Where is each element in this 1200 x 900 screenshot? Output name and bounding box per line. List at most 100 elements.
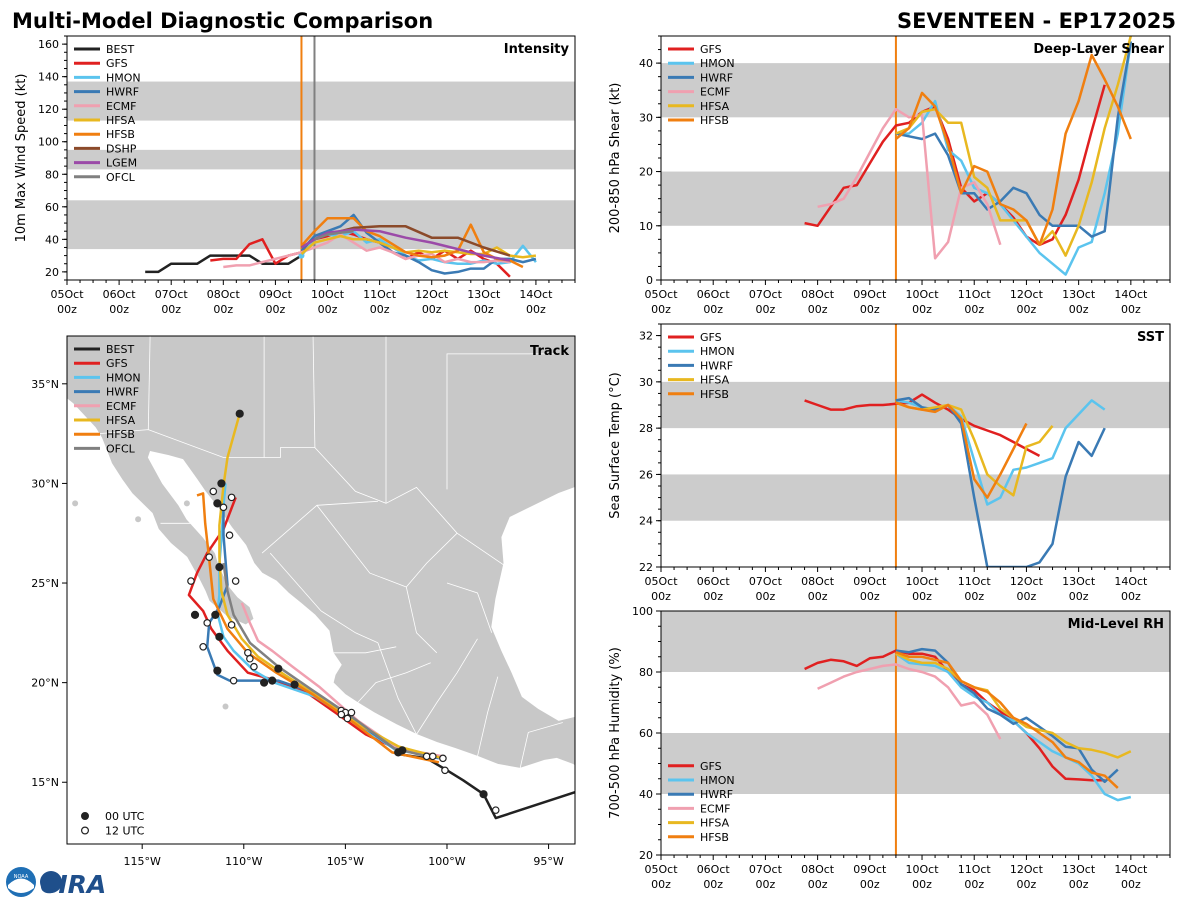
x-tick-label: 00z bbox=[109, 303, 129, 316]
y-tick-label: 20 bbox=[639, 166, 653, 179]
track-marker-12z bbox=[347, 708, 356, 717]
lon-tick-label: 95°W bbox=[533, 855, 563, 868]
x-tick-label: 00z bbox=[860, 590, 880, 603]
panel-title: Intensity bbox=[504, 42, 570, 57]
x-tick-label: 05Oct bbox=[50, 288, 84, 301]
track-marker-00z bbox=[190, 610, 200, 620]
series-line-ecmf bbox=[223, 233, 511, 269]
x-tick-label: 00z bbox=[526, 303, 546, 316]
y-tick-label: 40 bbox=[45, 233, 59, 246]
x-tick-label: 12Oct bbox=[1010, 575, 1044, 588]
legend-label: HWRF bbox=[700, 359, 733, 372]
track-marker-00z bbox=[215, 632, 224, 641]
x-tick-label: 10Oct bbox=[906, 863, 940, 876]
legend-label: ECMF bbox=[700, 86, 730, 99]
track-marker-00z bbox=[268, 676, 277, 685]
legend-label: HWRF bbox=[700, 788, 733, 801]
sst-panel: 22 24 26 28 30 32 05Oct 00z 06Oct 00z 07Oct 00z 08Oc… bbox=[608, 323, 1171, 603]
lon-tick-label: 105°W bbox=[327, 855, 364, 868]
series-line-hwrf bbox=[895, 41, 1133, 238]
track-marker-12z bbox=[250, 662, 258, 671]
x-tick-label: 11Oct bbox=[958, 288, 992, 301]
cira-logo: NOAA CIRA bbox=[6, 867, 106, 899]
track-line-hfsb bbox=[196, 492, 440, 764]
track-marker-00z bbox=[235, 409, 244, 418]
x-tick-label: 06Oct bbox=[103, 288, 137, 301]
x-tick-label: 00z bbox=[912, 303, 932, 316]
series-line-gfs bbox=[804, 393, 1041, 458]
track-marker-00z bbox=[213, 499, 222, 508]
legend-label: GFS bbox=[700, 760, 722, 773]
x-tick-label: 00z bbox=[860, 303, 880, 316]
track-marker-12z bbox=[227, 493, 236, 502]
y-tick-label: 0 bbox=[646, 274, 653, 287]
track-marker-12z bbox=[337, 710, 346, 719]
x-tick-label: 06Oct bbox=[697, 575, 731, 588]
y-axis-label: 200-850 hPa Shear (kt) bbox=[608, 83, 623, 234]
legend-label: OFCL bbox=[106, 171, 136, 184]
admin-border bbox=[312, 336, 316, 448]
legend-label: HFSA bbox=[106, 114, 136, 127]
admin-border bbox=[446, 582, 493, 633]
x-tick-label: 11Oct bbox=[958, 575, 992, 588]
admin-border bbox=[320, 610, 379, 644]
track-marker-00z bbox=[217, 479, 226, 488]
admin-border bbox=[446, 353, 559, 490]
cira-globe-icon bbox=[40, 871, 62, 893]
legend-label: HMON bbox=[700, 774, 735, 787]
series-line-hfsa bbox=[300, 234, 537, 259]
track-marker-00z bbox=[260, 678, 269, 687]
admin-border bbox=[477, 676, 499, 757]
admin-border bbox=[269, 552, 322, 612]
x-tick-label: 14Oct bbox=[1114, 575, 1148, 588]
y-tick-label: 120 bbox=[38, 103, 59, 116]
legend-label: GFS bbox=[700, 331, 722, 344]
x-tick-label: 00z bbox=[756, 590, 776, 603]
y-tick-label: 100 bbox=[632, 605, 653, 618]
x-tick-label: 06Oct bbox=[697, 863, 731, 876]
legend-label: 00 UTC bbox=[105, 810, 145, 823]
y-tick-label: 20 bbox=[45, 266, 59, 279]
x-tick-label: 11Oct bbox=[958, 863, 992, 876]
island bbox=[72, 500, 79, 507]
series-line-hmon bbox=[895, 652, 1132, 802]
x-tick-label: 00z bbox=[422, 303, 442, 316]
x-tick-label: 09Oct bbox=[853, 863, 887, 876]
island bbox=[222, 703, 229, 710]
y-tick-label: 10 bbox=[639, 220, 653, 233]
track-marker-12z bbox=[187, 577, 195, 585]
y-tick-label: 30 bbox=[639, 376, 653, 389]
x-tick-label: 10Oct bbox=[906, 288, 940, 301]
y-tick-label: 40 bbox=[639, 788, 653, 801]
legend-label: HMON bbox=[106, 71, 141, 84]
x-tick-label: 00z bbox=[1121, 303, 1141, 316]
track-marker-12z bbox=[428, 752, 437, 761]
legend-label: HMON bbox=[106, 371, 141, 384]
x-tick-label: 00z bbox=[1069, 590, 1089, 603]
x-tick-label: 00z bbox=[703, 878, 723, 891]
series-line-ecmf bbox=[817, 107, 1002, 260]
track-marker-00z bbox=[211, 610, 220, 620]
lat-tick-label: 15°N bbox=[31, 776, 59, 789]
x-tick-label: 11Oct bbox=[363, 288, 397, 301]
y-axis-label: 10m Max Wind Speed (kt) bbox=[14, 74, 29, 243]
legend-label: GFS bbox=[700, 43, 722, 56]
legend-label: HMON bbox=[700, 57, 735, 70]
map-frame bbox=[66, 335, 576, 845]
x-tick-label: 12Oct bbox=[1010, 863, 1044, 876]
x-tick-label: 00z bbox=[1069, 878, 1089, 891]
y-tick-label: 100 bbox=[38, 136, 59, 149]
series-line-hfsb bbox=[895, 651, 1119, 789]
threshold-band bbox=[661, 474, 1170, 521]
island bbox=[135, 516, 142, 523]
series-line-hfsb bbox=[895, 401, 1028, 499]
x-tick-label: 00z bbox=[964, 303, 984, 316]
series-line-ecmf bbox=[817, 663, 1002, 740]
legend-label: HFSB bbox=[700, 388, 729, 401]
track-marker-12z bbox=[441, 766, 449, 775]
admin-border bbox=[377, 642, 417, 735]
legend-label: HWRF bbox=[106, 386, 139, 399]
track-marker-00z bbox=[479, 790, 488, 799]
track-marker-12z bbox=[343, 714, 352, 723]
track-marker-12z bbox=[205, 553, 214, 561]
